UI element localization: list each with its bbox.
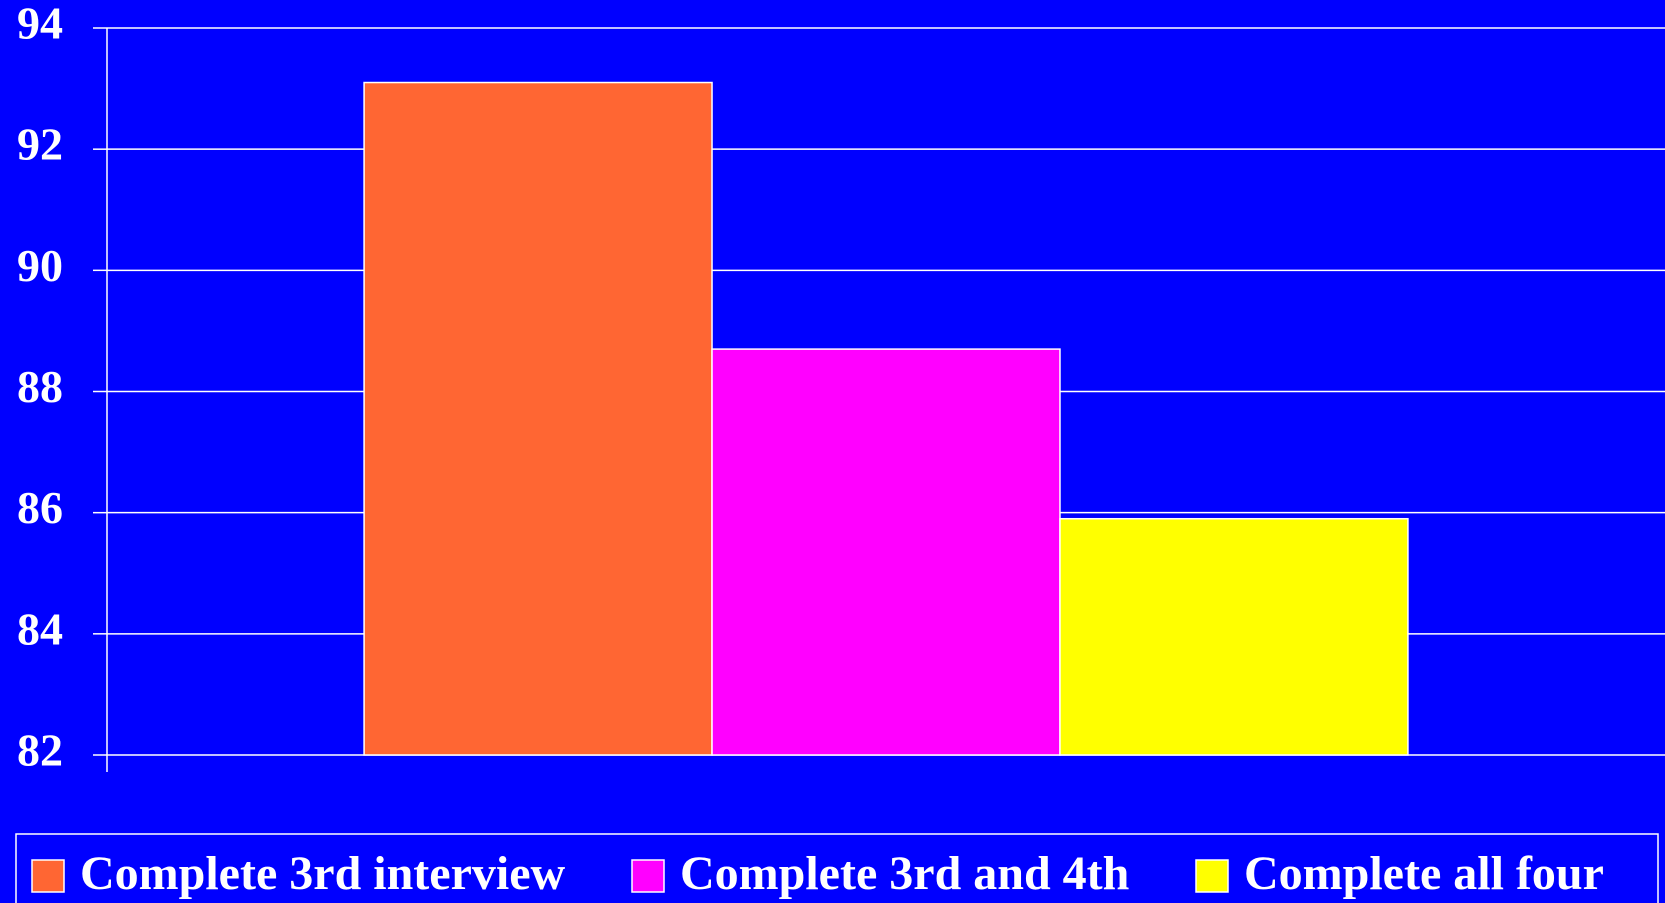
y-tick-label: 88 [17,361,63,412]
legend-box [15,833,1659,903]
y-tick-label: 92 [17,119,63,170]
y-tick-label: 84 [17,603,63,654]
y-tick-label: 94 [17,0,63,49]
y-tick-label: 86 [17,482,63,533]
legend-swatch [631,859,665,893]
bar [363,81,713,756]
bar [1059,517,1409,756]
legend-swatch [31,859,65,893]
bar [711,348,1061,756]
y-tick-label: 82 [17,725,63,776]
legend-label: Complete 3rd and 4th [680,847,1129,900]
y-tick-label: 90 [17,240,63,291]
legend-label: Complete 3rd interview [80,847,566,900]
legend-label: Complete all four [1244,847,1604,900]
legend-swatch [1195,859,1229,893]
